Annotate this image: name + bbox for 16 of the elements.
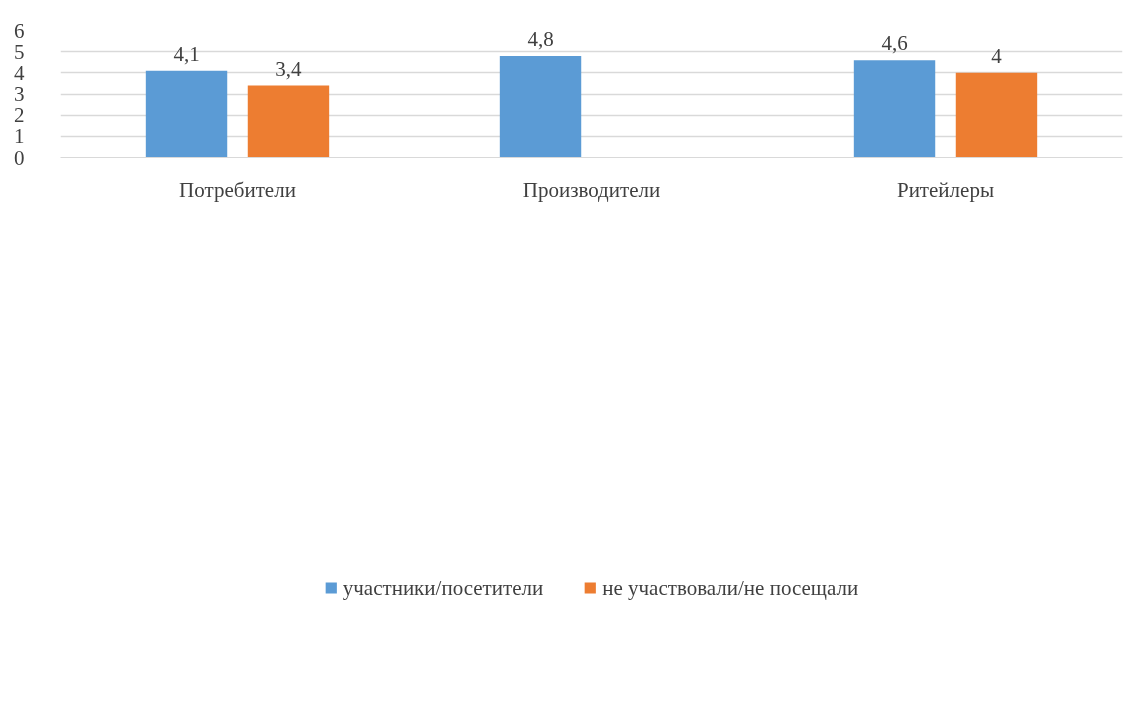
bar (247, 85, 330, 158)
legend-label: участники/посетители (342, 575, 544, 601)
bar (853, 60, 936, 158)
data-label: 4,1 (173, 41, 200, 66)
data-label: 3,4 (275, 56, 303, 81)
bar (955, 72, 1038, 158)
legend-label: не участвовали/не посещали (602, 575, 859, 601)
bar (145, 70, 228, 158)
data-label: 4 (991, 43, 1003, 68)
x-tick-label: Производители (522, 177, 661, 202)
x-tick-label: Потребители (179, 177, 296, 202)
bar (499, 55, 582, 158)
data-label: 4,8 (527, 26, 554, 51)
y-tick-label: 3 (14, 82, 25, 106)
data-label: 4,6 (881, 31, 908, 56)
x-tick-label: Ритейлеры (896, 177, 995, 202)
